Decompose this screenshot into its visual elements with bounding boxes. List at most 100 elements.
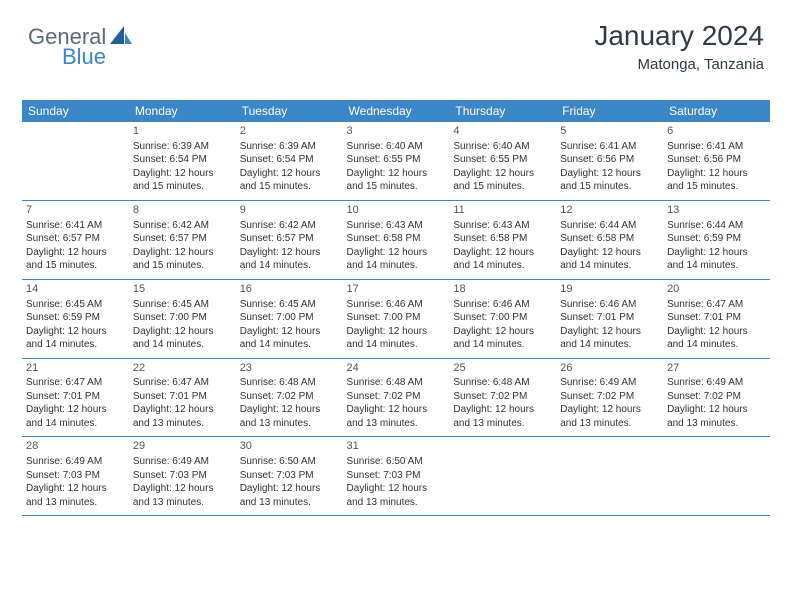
daylight-line: Daylight: 12 hours and 14 minutes. (667, 325, 766, 352)
table-row: 14Sunrise: 6:45 AMSunset: 6:59 PMDayligh… (22, 279, 770, 358)
sunrise-line: Sunrise: 6:49 AM (26, 455, 125, 469)
daylight-line: Daylight: 12 hours and 15 minutes. (240, 167, 339, 194)
calendar-cell: 14Sunrise: 6:45 AMSunset: 6:59 PMDayligh… (22, 279, 129, 358)
day-number: 21 (26, 361, 125, 376)
sunset-line: Sunset: 6:54 PM (133, 153, 232, 167)
sunset-line: Sunset: 7:03 PM (133, 469, 232, 483)
daylight-line: Daylight: 12 hours and 13 minutes. (667, 403, 766, 430)
day-header: Saturday (663, 100, 770, 122)
sunset-line: Sunset: 7:00 PM (133, 311, 232, 325)
daylight-line: Daylight: 12 hours and 13 minutes. (133, 482, 232, 509)
sunset-line: Sunset: 6:55 PM (347, 153, 446, 167)
page-title: January 2024 (594, 20, 764, 52)
sunrise-line: Sunrise: 6:50 AM (347, 455, 446, 469)
day-header: Wednesday (343, 100, 450, 122)
daylight-line: Daylight: 12 hours and 14 minutes. (133, 325, 232, 352)
sunset-line: Sunset: 7:02 PM (240, 390, 339, 404)
calendar-cell: 28Sunrise: 6:49 AMSunset: 7:03 PMDayligh… (22, 437, 129, 516)
day-header: Thursday (449, 100, 556, 122)
calendar-cell (663, 437, 770, 516)
calendar-cell: 2Sunrise: 6:39 AMSunset: 6:54 PMDaylight… (236, 122, 343, 200)
daylight-line: Daylight: 12 hours and 14 minutes. (240, 246, 339, 273)
sunrise-line: Sunrise: 6:48 AM (347, 376, 446, 390)
sunset-line: Sunset: 7:02 PM (347, 390, 446, 404)
calendar-cell: 26Sunrise: 6:49 AMSunset: 7:02 PMDayligh… (556, 358, 663, 437)
daylight-line: Daylight: 12 hours and 14 minutes. (453, 246, 552, 273)
sunrise-line: Sunrise: 6:45 AM (133, 298, 232, 312)
calendar-cell: 5Sunrise: 6:41 AMSunset: 6:56 PMDaylight… (556, 122, 663, 200)
day-number: 29 (133, 439, 232, 454)
sunset-line: Sunset: 6:58 PM (453, 232, 552, 246)
sunrise-line: Sunrise: 6:43 AM (347, 219, 446, 233)
daylight-line: Daylight: 12 hours and 14 minutes. (560, 325, 659, 352)
sunset-line: Sunset: 6:58 PM (347, 232, 446, 246)
calendar-cell: 1Sunrise: 6:39 AMSunset: 6:54 PMDaylight… (129, 122, 236, 200)
daylight-line: Daylight: 12 hours and 13 minutes. (240, 403, 339, 430)
sunrise-line: Sunrise: 6:48 AM (453, 376, 552, 390)
sunrise-line: Sunrise: 6:47 AM (667, 298, 766, 312)
calendar-table: Sunday Monday Tuesday Wednesday Thursday… (22, 100, 770, 516)
calendar-cell: 30Sunrise: 6:50 AMSunset: 7:03 PMDayligh… (236, 437, 343, 516)
day-number: 26 (560, 361, 659, 376)
daylight-line: Daylight: 12 hours and 13 minutes. (347, 403, 446, 430)
daylight-line: Daylight: 12 hours and 15 minutes. (347, 167, 446, 194)
daylight-line: Daylight: 12 hours and 13 minutes. (453, 403, 552, 430)
sunrise-line: Sunrise: 6:50 AM (240, 455, 339, 469)
day-number: 14 (26, 282, 125, 297)
day-number: 19 (560, 282, 659, 297)
sunset-line: Sunset: 6:56 PM (667, 153, 766, 167)
daylight-line: Daylight: 12 hours and 15 minutes. (560, 167, 659, 194)
calendar-cell: 21Sunrise: 6:47 AMSunset: 7:01 PMDayligh… (22, 358, 129, 437)
sunrise-line: Sunrise: 6:40 AM (453, 140, 552, 154)
sunset-line: Sunset: 7:03 PM (240, 469, 339, 483)
sunrise-line: Sunrise: 6:45 AM (26, 298, 125, 312)
sunset-line: Sunset: 7:03 PM (26, 469, 125, 483)
day-number: 30 (240, 439, 339, 454)
day-header: Friday (556, 100, 663, 122)
day-number: 31 (347, 439, 446, 454)
sunrise-line: Sunrise: 6:46 AM (560, 298, 659, 312)
day-number: 17 (347, 282, 446, 297)
sunrise-line: Sunrise: 6:40 AM (347, 140, 446, 154)
day-number: 1 (133, 124, 232, 139)
calendar-cell: 10Sunrise: 6:43 AMSunset: 6:58 PMDayligh… (343, 200, 450, 279)
day-header: Monday (129, 100, 236, 122)
sunrise-line: Sunrise: 6:39 AM (133, 140, 232, 154)
daylight-line: Daylight: 12 hours and 15 minutes. (133, 167, 232, 194)
table-row: 21Sunrise: 6:47 AMSunset: 7:01 PMDayligh… (22, 358, 770, 437)
day-number: 13 (667, 203, 766, 218)
day-number: 24 (347, 361, 446, 376)
daylight-line: Daylight: 12 hours and 14 minutes. (26, 325, 125, 352)
daylight-line: Daylight: 12 hours and 13 minutes. (240, 482, 339, 509)
daylight-line: Daylight: 12 hours and 15 minutes. (453, 167, 552, 194)
calendar-cell (556, 437, 663, 516)
calendar-cell: 3Sunrise: 6:40 AMSunset: 6:55 PMDaylight… (343, 122, 450, 200)
day-number: 25 (453, 361, 552, 376)
sunset-line: Sunset: 7:02 PM (453, 390, 552, 404)
sunset-line: Sunset: 6:57 PM (26, 232, 125, 246)
sunset-line: Sunset: 6:57 PM (240, 232, 339, 246)
daylight-line: Daylight: 12 hours and 14 minutes. (667, 246, 766, 273)
daylight-line: Daylight: 12 hours and 14 minutes. (240, 325, 339, 352)
calendar-cell: 4Sunrise: 6:40 AMSunset: 6:55 PMDaylight… (449, 122, 556, 200)
day-number: 2 (240, 124, 339, 139)
sunrise-line: Sunrise: 6:48 AM (240, 376, 339, 390)
sunrise-line: Sunrise: 6:49 AM (667, 376, 766, 390)
day-number: 9 (240, 203, 339, 218)
day-number: 6 (667, 124, 766, 139)
sunrise-line: Sunrise: 6:49 AM (133, 455, 232, 469)
sunset-line: Sunset: 7:00 PM (347, 311, 446, 325)
sunrise-line: Sunrise: 6:44 AM (667, 219, 766, 233)
day-number: 12 (560, 203, 659, 218)
day-header: Tuesday (236, 100, 343, 122)
sunset-line: Sunset: 7:01 PM (560, 311, 659, 325)
sunset-line: Sunset: 7:00 PM (453, 311, 552, 325)
table-row: 7Sunrise: 6:41 AMSunset: 6:57 PMDaylight… (22, 200, 770, 279)
calendar-cell: 23Sunrise: 6:48 AMSunset: 7:02 PMDayligh… (236, 358, 343, 437)
daylight-line: Daylight: 12 hours and 15 minutes. (133, 246, 232, 273)
header: January 2024 Matonga, Tanzania (594, 20, 764, 73)
calendar-cell: 27Sunrise: 6:49 AMSunset: 7:02 PMDayligh… (663, 358, 770, 437)
day-number: 7 (26, 203, 125, 218)
sunrise-line: Sunrise: 6:42 AM (240, 219, 339, 233)
calendar-cell: 19Sunrise: 6:46 AMSunset: 7:01 PMDayligh… (556, 279, 663, 358)
